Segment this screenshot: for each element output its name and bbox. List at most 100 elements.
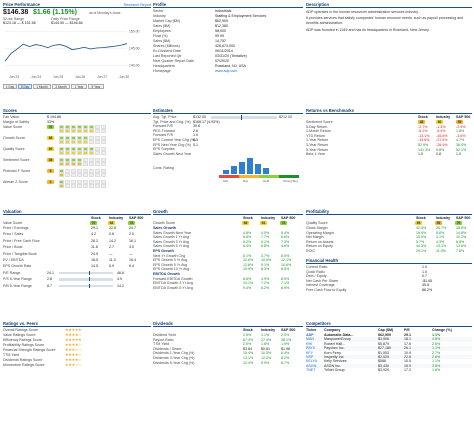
growth-value: 6.2% xyxy=(243,239,252,244)
profile-value: 07/29/20 xyxy=(215,59,229,63)
competitor-cell[interactable]: ASGN xyxy=(306,363,317,368)
returns-row: Sentiment Score 48 60 55 xyxy=(306,120,472,124)
valuation-title: Valuation xyxy=(3,209,22,214)
score-cell xyxy=(77,184,82,189)
estimate-row: EPS Current Year Chg (%) 6.0 xyxy=(153,138,303,142)
growth-section-label: EPS Growth xyxy=(153,249,174,253)
competitor-row[interactable]: TNET TriNet Group $3,929 17.2 1.8% xyxy=(306,368,472,372)
score-cell xyxy=(89,125,94,129)
competitor-cell[interactable]: Paychex Inc. xyxy=(324,346,345,351)
competitor-cell[interactable]: KELYA xyxy=(306,359,318,364)
dividends-value: 38.1% xyxy=(281,337,292,342)
range-button-5-year[interactable]: 5 Year xyxy=(88,84,104,89)
competitor-row[interactable]: MAN ManpowerGroup $3,906 18.1 4.8% xyxy=(306,337,472,342)
score-cell xyxy=(77,173,82,178)
score-cell xyxy=(71,129,76,134)
week52-range-value: $123.16 — $ 151.58 xyxy=(3,21,36,25)
competitor-cell[interactable]: KFY xyxy=(306,350,313,355)
competitor-row[interactable]: NSP Insperity Inc. $2,525 22.6 2.6% xyxy=(306,355,472,360)
research-report-link[interactable]: Research Report xyxy=(123,3,151,7)
profile-value[interactable]: www.adp.com xyxy=(215,69,238,73)
competitor-cell[interactable]: Robert Half... xyxy=(324,341,346,346)
competitor-row[interactable]: ADP Automatic Data... $62,909 29.1 1.1% xyxy=(306,333,472,337)
competitor-cell[interactable]: RHI xyxy=(306,341,313,346)
price-change: $1.66 (1.15%) xyxy=(33,9,77,16)
score-cell xyxy=(65,180,70,184)
range-button-1-month[interactable]: 1 Month xyxy=(33,84,51,89)
competitor-cell[interactable]: ManpowerGroup xyxy=(324,337,351,342)
competitor-cell[interactable]: ASGN Inc. xyxy=(324,363,341,368)
range-button-1-day[interactable]: 1 Day xyxy=(3,84,17,89)
range-button-5-day[interactable]: 5 Day xyxy=(18,84,32,89)
daily-range-value: $144.50 — $146.66 xyxy=(51,21,83,25)
range-button-1-year[interactable]: 1 Year xyxy=(71,84,87,89)
valuation-row: Price / Book 11.8 2.7 3.0 xyxy=(3,245,151,249)
profitability-value: 7.8% xyxy=(456,249,465,253)
competitor-cell[interactable]: Automatic Data... xyxy=(324,333,354,337)
profile-row: Market Cap ($M) $62,909 xyxy=(153,19,303,23)
profitability-label: Return on Equity xyxy=(306,244,333,249)
competitor-cell[interactable]: MAN xyxy=(306,337,314,342)
valuation-value: 11.8 xyxy=(91,245,98,250)
dividends-value: 12.2% xyxy=(261,356,272,360)
y-tick-label: 150.00 xyxy=(129,30,139,34)
growth-value: 4.9% xyxy=(261,276,270,281)
score-label: Piotroski F Score xyxy=(3,169,31,173)
profile-value: Roseland, NJ, USA xyxy=(215,64,246,68)
competitor-cell[interactable]: TriNet Group xyxy=(324,368,345,373)
growth-value: 12.1% xyxy=(281,258,292,263)
target-price-high: $212.00 xyxy=(279,115,292,119)
competitor-cell[interactable]: PAYX xyxy=(306,346,316,351)
profile-label: Next Quarter Report Date xyxy=(153,59,194,63)
competitor-cell[interactable]: TNET xyxy=(306,368,316,373)
returns-panel: Returns vs Benchmarks Stock Industry S&P 5… xyxy=(306,108,472,198)
valuation-value: 24.7 xyxy=(129,226,136,230)
valuation-label: Price / Sales xyxy=(3,232,24,237)
dividends-panel: Dividends Stock Industry S&P 500 Dividend Y… xyxy=(153,321,303,369)
returns-title: Returns vs Benchmarks xyxy=(306,108,354,113)
returns-value: -16.6% xyxy=(436,133,448,138)
range-button-3-month[interactable]: 3 Month xyxy=(52,84,70,89)
competitor-cell: 18.1 xyxy=(404,337,411,342)
profile-label: Industry xyxy=(153,14,166,18)
growth-label: Sales Growth 1 Yr Avg xyxy=(153,235,190,240)
profitability-value: 4.3% xyxy=(436,239,445,244)
valuation-row: Price / Free Cash Flow 26.2 14.2 16.1 xyxy=(3,239,151,243)
rating-scale-label: Strong Buy xyxy=(283,179,298,183)
valuation-value: 3.0 xyxy=(129,245,134,250)
dividends-value: $0.81 xyxy=(261,346,270,351)
profile-label: Shares (Millions) xyxy=(153,44,180,48)
valuation-label: EV / EBITDA xyxy=(3,258,24,262)
profile-title: Profile xyxy=(153,2,167,7)
competitor-cell[interactable]: Korn Ferry xyxy=(324,350,341,355)
competitor-cell[interactable]: ADP xyxy=(306,333,314,337)
competitor-row[interactable]: RHI Robert Half... $5,879 17.6 2.6% xyxy=(306,342,472,346)
growth-value: 6.6% xyxy=(281,235,290,240)
returns-value: -1.3% xyxy=(436,124,446,129)
competitor-row[interactable]: PAYX Paychex Inc. $27,180 26.1 1.1% xyxy=(306,346,472,351)
growth-value: 7.7% xyxy=(261,235,270,240)
competitors-header: Competitors xyxy=(306,321,472,327)
valuation-value: 26.2 xyxy=(91,238,98,243)
fin-health-row: Interest Coverage 45.8 xyxy=(306,283,472,287)
profile-row: Sales ($M) 14,757 xyxy=(153,39,303,43)
growth-value: 8.5% xyxy=(281,276,290,281)
competitor-cell[interactable]: NSP xyxy=(306,355,314,359)
rating-row: Dividends Ratings Score ★★★★☆ xyxy=(3,358,151,362)
dividends-col-header: Stock xyxy=(243,328,253,332)
returns-value: 48 xyxy=(418,120,425,124)
competitor-row[interactable]: KELYA Kelly Services $586 10.5 1.1% xyxy=(306,359,472,363)
competitor-row[interactable]: KFY Korn Ferry $1,553 10.9 2.7% xyxy=(306,351,472,355)
growth-label: Next Yr Growth Chg xyxy=(153,253,186,258)
profitability-col-header: S&P 500 xyxy=(456,216,471,220)
rating-label: Value Ratings Score xyxy=(3,333,36,337)
x-tick-label: Jun 23 xyxy=(9,75,19,79)
y-tick-label: 140.00 xyxy=(129,63,139,67)
competitor-cell[interactable]: Insperity Inc. xyxy=(324,355,345,359)
valuation-value: 11.3 xyxy=(109,258,116,262)
valuation-row: EV / EBITDA 18.5 11.3 16.4 xyxy=(3,258,151,262)
competitor-row[interactable]: ASGN ASGN Inc. $3,430 15.9 3.8% xyxy=(306,363,472,369)
competitor-cell[interactable]: Kelly Services xyxy=(324,359,347,364)
score-cell xyxy=(77,180,82,184)
